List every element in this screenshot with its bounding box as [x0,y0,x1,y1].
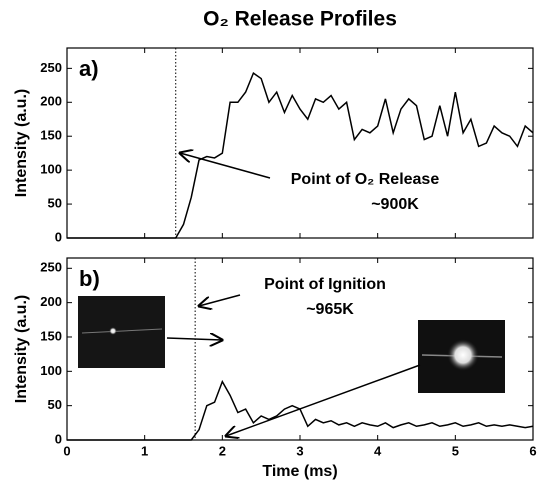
annotation: ~900K [371,196,419,213]
arrow [180,153,271,179]
x-tick-label: 5 [452,443,459,458]
y-tick-label: 200 [40,294,62,309]
y-tick-label: 250 [40,60,62,75]
x-axis-label: Time (ms) [262,463,337,480]
data-line [67,71,534,239]
y-tick-label: 150 [40,128,62,143]
y-tick-label: 100 [40,363,62,378]
y-tick-label: 50 [48,196,62,211]
y-tick-label: 50 [48,397,62,412]
y-tick-label: 150 [40,328,62,343]
x-tick-label: 6 [529,443,536,458]
chart-title: O₂ Release Profiles [203,8,397,31]
x-tick-label: 1 [141,443,148,458]
annotation: Point of Ignition [264,276,386,293]
y-tick-label: 200 [40,94,62,109]
plot-frame [66,47,534,239]
inset-image [78,296,165,368]
annotation: ~965K [306,301,354,318]
panel-label: b) [79,266,100,291]
x-tick-label: 2 [219,443,226,458]
panel-label: a) [79,56,99,81]
y-tick-label: 250 [40,260,62,275]
y-axis-label: Intensity (a.u.) [13,89,30,197]
inset-image [418,320,505,393]
y-tick-label: 100 [40,162,62,177]
data-line [67,379,534,441]
arrow [226,364,421,436]
y-axis-label: Intensity (a.u.) [13,295,30,403]
arrow [199,294,241,306]
x-tick-label: 3 [296,443,303,458]
arrow [166,338,222,340]
annotation: Point of O₂ Release [291,171,440,188]
y-tick-label: 0 [55,431,62,446]
x-tick-label: 0 [63,443,70,458]
y-tick-label: 0 [55,229,62,244]
x-tick-label: 4 [374,443,382,458]
